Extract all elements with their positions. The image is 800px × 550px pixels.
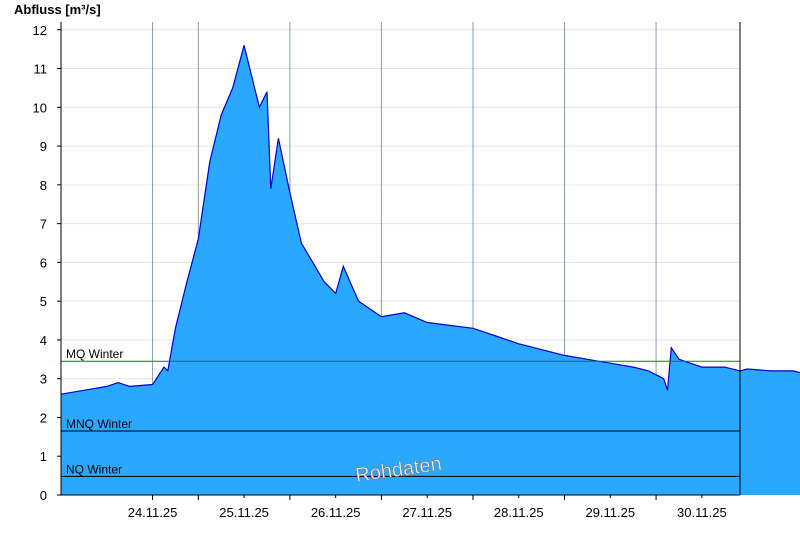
y-tick-label: 2 <box>40 410 47 425</box>
y-tick-label: 8 <box>40 178 47 193</box>
x-axis-ticks: 24.11.25 25.11.25 26.11.25 27.11.25 28.11.25… <box>128 495 727 520</box>
x-tick-label: 25.11.25 <box>219 505 269 520</box>
plot-frame <box>60 22 741 496</box>
reference-label: NQ Winter <box>66 462 122 476</box>
x-tick-label: 27.11.25 <box>402 505 452 520</box>
x-tick-label: 28.11.25 <box>494 505 544 520</box>
reference-lines: MQ Winter MNQ Winter NQ Winter <box>61 347 740 477</box>
y-tick-label: 0 <box>40 488 47 503</box>
discharge-area <box>61 45 800 495</box>
y-tick-label: 4 <box>40 333 47 348</box>
y-tick-label: 3 <box>40 372 47 387</box>
y-tick-label: 9 <box>40 139 47 154</box>
y-tick-label: 6 <box>40 255 47 270</box>
x-tick-label: 24.11.25 <box>128 505 178 520</box>
reference-label: MNQ Winter <box>66 417 132 431</box>
y-tick-label: 5 <box>40 294 47 309</box>
y-tick-label: 12 <box>33 23 47 38</box>
x-tick-label: 26.11.25 <box>311 505 361 520</box>
discharge-line <box>60 45 800 395</box>
y-tick-label: 1 <box>40 449 47 464</box>
y-tick-label: 7 <box>40 217 47 232</box>
y-tick-label: 10 <box>33 100 47 115</box>
y-axis-label: Abfluss [m³/s] <box>14 2 101 17</box>
x-tick-label: 29.11.25 <box>585 505 635 520</box>
y-tick-label: 11 <box>34 62 48 77</box>
x-tick-label: 30.11.25 <box>677 505 727 520</box>
reference-label: MQ Winter <box>66 347 123 361</box>
